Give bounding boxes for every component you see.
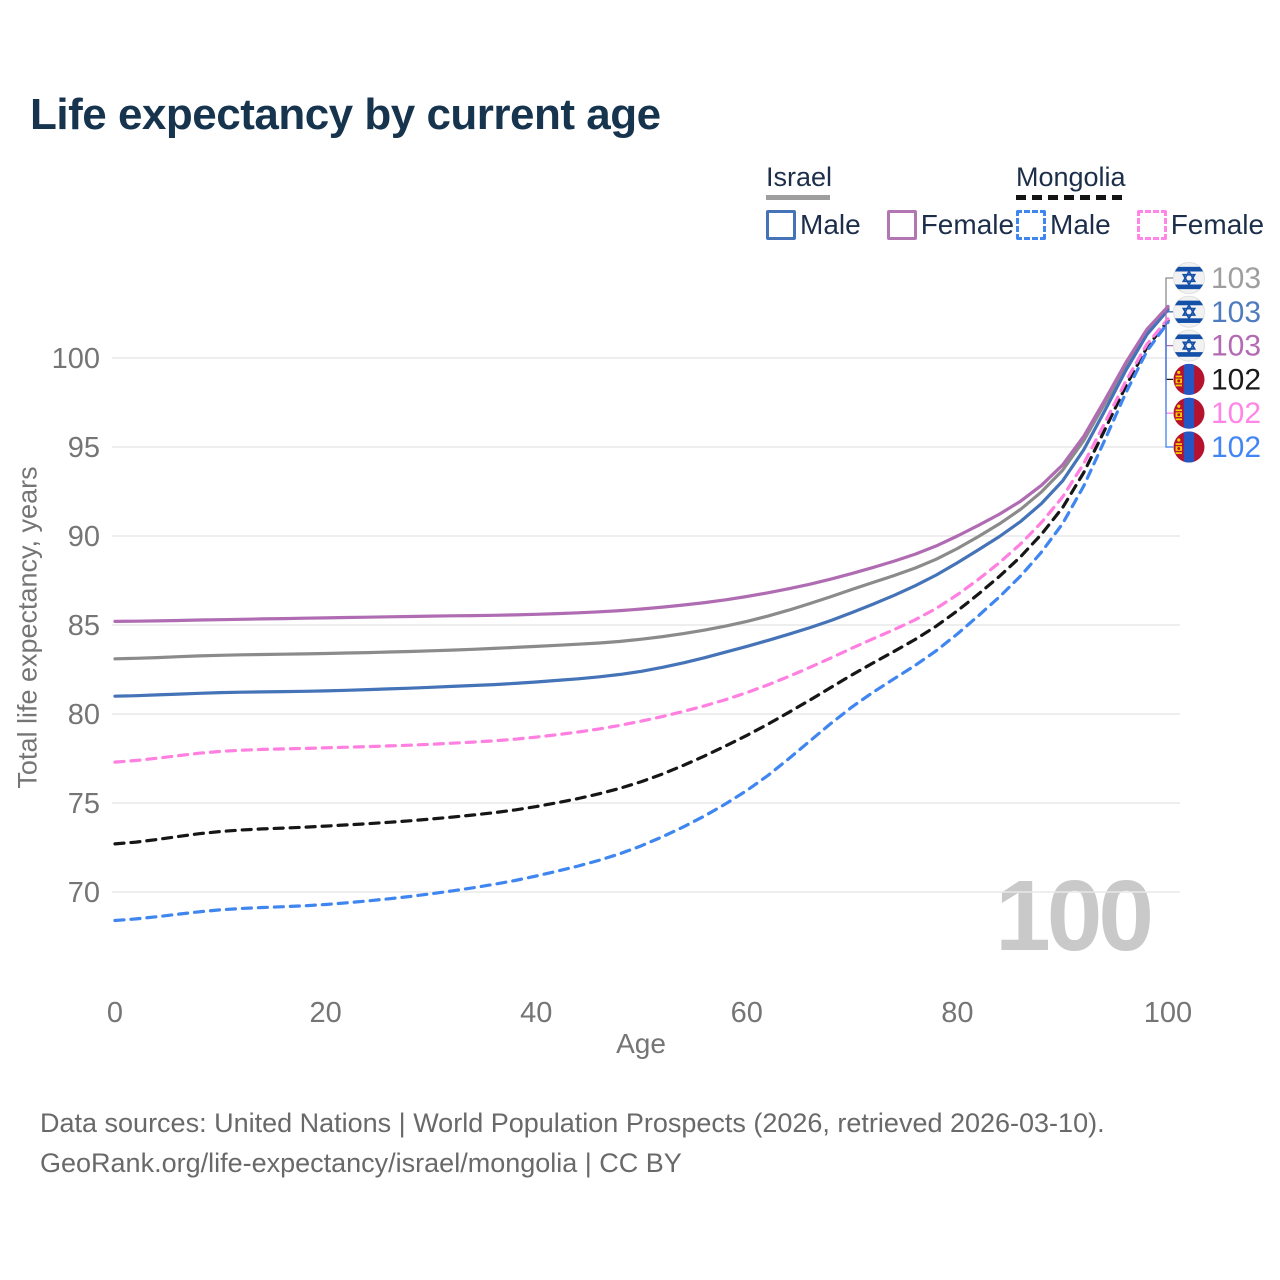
- series-line-israel-male[interactable]: [113, 308, 1170, 698]
- legend-item-mongolia-female[interactable]: Female: [1136, 209, 1265, 241]
- footer-attribution: GeoRank.org/life-expectancy/israel/mongo…: [40, 1148, 682, 1178]
- y-tick-label-80: 80: [68, 699, 100, 731]
- end-label-3: 102: [1173, 363, 1261, 396]
- footer-sources: Data sources: United Nations | World Pop…: [40, 1108, 1105, 1138]
- leader-line-4: [1165, 318, 1173, 414]
- x-tick-label-80: 80: [941, 997, 973, 1029]
- leader-line-0: [1165, 277, 1173, 309]
- legend-country-israel[interactable]: Israel: [766, 162, 833, 192]
- y-tick-label-85: 85: [68, 610, 100, 642]
- series-line-mongolia-male[interactable]: [113, 320, 1170, 923]
- legend-swatch-israel-female[interactable]: [886, 210, 917, 240]
- mongolia-flag-icon: [1173, 363, 1205, 395]
- legend-item-israel-female[interactable]: Female: [886, 209, 1015, 241]
- legend-item-mongolia-male[interactable]: Male: [1016, 209, 1111, 241]
- end-label-value-5: 102: [1211, 431, 1261, 464]
- end-label-value-1: 103: [1211, 296, 1261, 329]
- end-label-4: 102: [1173, 397, 1261, 430]
- legend-underline-israel: [766, 195, 830, 200]
- series-line-mongolia[interactable]: [113, 319, 1170, 846]
- end-label-2: 103: [1173, 329, 1261, 363]
- leader-line-5: [1165, 322, 1173, 448]
- legend-item-israel-male[interactable]: Male: [766, 209, 861, 241]
- y-tick-label-70: 70: [68, 877, 100, 909]
- page-title: Life expectancy by current age: [30, 90, 661, 139]
- end-label-0: 103: [1173, 262, 1261, 295]
- y-tick-label-100: 100: [52, 343, 100, 375]
- series-line-israel-female[interactable]: [113, 304, 1170, 624]
- legend-label-israel-female[interactable]: Female: [920, 209, 1015, 240]
- legend-label-mongolia-female[interactable]: Female: [1170, 209, 1265, 240]
- x-tick-label-60: 60: [731, 997, 763, 1029]
- age-counter-watermark: 100: [995, 860, 1150, 972]
- israel-flag-icon: [1173, 329, 1205, 362]
- mongolia-flag-icon: [1173, 397, 1205, 429]
- end-label-1: 103: [1173, 295, 1261, 329]
- y-axis-title: Total life expectancy, years: [12, 466, 43, 789]
- israel-flag-icon: [1173, 262, 1205, 294]
- end-label-value-0: 103: [1211, 262, 1261, 295]
- legend-group-israel: Israel Male Female: [766, 162, 1014, 241]
- legend-underline-mongolia: [1016, 195, 1128, 200]
- legend-group-mongolia: Mongolia Male Female: [1016, 162, 1264, 241]
- legend-swatch-mongolia-female[interactable]: [1136, 210, 1167, 240]
- israel-flag-icon: [1173, 295, 1205, 328]
- end-label-value-4: 102: [1211, 397, 1261, 430]
- series-line-israel[interactable]: [113, 306, 1170, 661]
- end-label-5: 102: [1173, 431, 1261, 464]
- x-tick-label-20: 20: [309, 997, 341, 1029]
- legend-label-israel-male[interactable]: Male: [800, 209, 861, 240]
- end-label-value-3: 102: [1211, 363, 1261, 396]
- y-tick-label-75: 75: [68, 788, 100, 820]
- y-tick-label-90: 90: [68, 521, 100, 553]
- x-tick-label-40: 40: [520, 997, 552, 1029]
- x-tick-label-0: 0: [107, 997, 123, 1029]
- leader-line-3: [1165, 320, 1173, 381]
- y-tick-label-95: 95: [68, 432, 100, 464]
- x-tick-label-100: 100: [1144, 997, 1192, 1029]
- x-axis-title: Age: [616, 1028, 666, 1059]
- legend-label-mongolia-male[interactable]: Male: [1050, 209, 1111, 240]
- end-label-value-2: 103: [1211, 330, 1261, 363]
- legend-swatch-mongolia-male[interactable]: [1016, 210, 1046, 240]
- mongolia-flag-icon: [1173, 431, 1205, 463]
- legend-country-mongolia[interactable]: Mongolia: [1016, 162, 1126, 192]
- series-line-mongolia-female[interactable]: [113, 317, 1170, 764]
- legend-swatch-israel-male[interactable]: [766, 210, 796, 240]
